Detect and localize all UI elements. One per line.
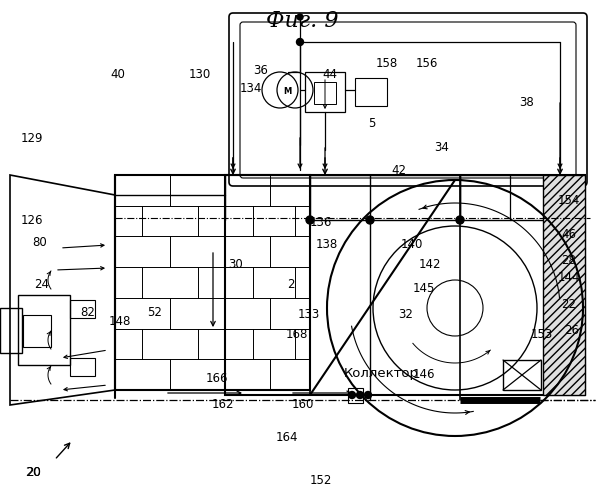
Text: Фиг. 9: Фиг. 9 bbox=[266, 10, 339, 32]
Text: 32: 32 bbox=[398, 308, 413, 322]
Text: 34: 34 bbox=[434, 141, 449, 154]
Text: 152: 152 bbox=[310, 474, 332, 486]
Text: Коллектор: Коллектор bbox=[344, 368, 419, 380]
Bar bbox=[355, 78, 387, 106]
Text: 164: 164 bbox=[276, 431, 299, 444]
Bar bbox=[70, 300, 95, 318]
Bar bbox=[0, 308, 22, 353]
Bar bbox=[23, 315, 51, 347]
Text: 5: 5 bbox=[368, 117, 376, 130]
Text: 158: 158 bbox=[376, 57, 398, 70]
Circle shape bbox=[348, 392, 356, 398]
Circle shape bbox=[296, 38, 304, 46]
Bar bbox=[314, 82, 336, 104]
Text: 24: 24 bbox=[34, 278, 48, 291]
Text: 130: 130 bbox=[189, 68, 211, 80]
Bar bbox=[225, 175, 585, 395]
Text: 38: 38 bbox=[519, 96, 534, 109]
Text: 82: 82 bbox=[80, 306, 95, 319]
Circle shape bbox=[366, 216, 374, 224]
Bar bbox=[460, 175, 560, 220]
Text: 166: 166 bbox=[205, 372, 228, 386]
Bar bbox=[348, 388, 363, 403]
Text: 20: 20 bbox=[25, 466, 41, 479]
Text: 133: 133 bbox=[298, 308, 319, 322]
Bar bbox=[70, 358, 95, 376]
Text: 154: 154 bbox=[558, 194, 580, 206]
Bar bbox=[310, 175, 460, 220]
Text: 2: 2 bbox=[287, 278, 294, 291]
Text: M: M bbox=[283, 86, 291, 96]
Bar bbox=[115, 175, 310, 390]
Text: 134: 134 bbox=[240, 82, 262, 96]
Text: 28: 28 bbox=[561, 254, 576, 266]
Text: 168: 168 bbox=[286, 328, 307, 342]
Text: 148: 148 bbox=[109, 315, 131, 328]
Text: 146: 146 bbox=[412, 368, 435, 382]
Bar bbox=[543, 175, 585, 395]
Text: 142: 142 bbox=[418, 258, 441, 270]
Text: 44: 44 bbox=[322, 68, 337, 80]
Text: 80: 80 bbox=[32, 236, 47, 249]
Text: 22: 22 bbox=[561, 298, 576, 312]
Bar bbox=[305, 72, 345, 112]
Circle shape bbox=[297, 14, 303, 20]
Text: 52: 52 bbox=[147, 306, 162, 319]
Circle shape bbox=[364, 392, 371, 398]
Text: 20: 20 bbox=[26, 466, 41, 479]
Text: 153: 153 bbox=[531, 328, 552, 342]
Text: 144: 144 bbox=[557, 271, 580, 284]
Text: 156: 156 bbox=[416, 57, 437, 70]
Text: 26: 26 bbox=[564, 324, 579, 336]
Text: 145: 145 bbox=[413, 282, 434, 296]
Text: 162: 162 bbox=[211, 398, 234, 411]
Text: 136: 136 bbox=[310, 216, 332, 229]
Bar bbox=[503, 360, 541, 390]
Text: 36: 36 bbox=[253, 64, 267, 76]
Text: 138: 138 bbox=[316, 238, 338, 252]
Circle shape bbox=[356, 392, 364, 398]
Text: 129: 129 bbox=[20, 132, 43, 145]
Text: 140: 140 bbox=[401, 238, 422, 250]
Text: 126: 126 bbox=[20, 214, 43, 226]
Text: 160: 160 bbox=[292, 398, 313, 411]
Text: 30: 30 bbox=[229, 258, 243, 272]
Text: 42: 42 bbox=[392, 164, 407, 176]
Text: 46: 46 bbox=[561, 228, 576, 241]
Text: 40: 40 bbox=[111, 68, 125, 80]
Circle shape bbox=[306, 216, 314, 224]
Circle shape bbox=[456, 216, 464, 224]
Bar bbox=[18, 295, 70, 365]
